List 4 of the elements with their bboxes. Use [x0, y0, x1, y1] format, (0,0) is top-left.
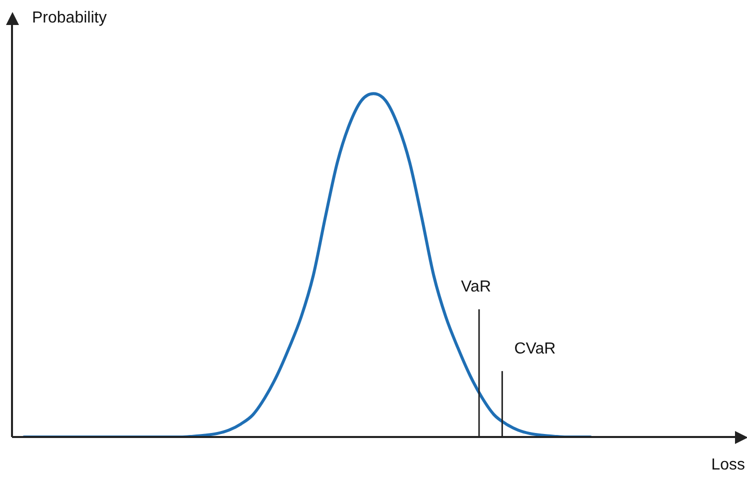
x-axis-title: Loss — [711, 456, 745, 474]
annotation: CVaR — [514, 340, 556, 358]
annotation: VaR — [461, 278, 491, 296]
y-axis-title: Probability — [32, 9, 107, 26]
